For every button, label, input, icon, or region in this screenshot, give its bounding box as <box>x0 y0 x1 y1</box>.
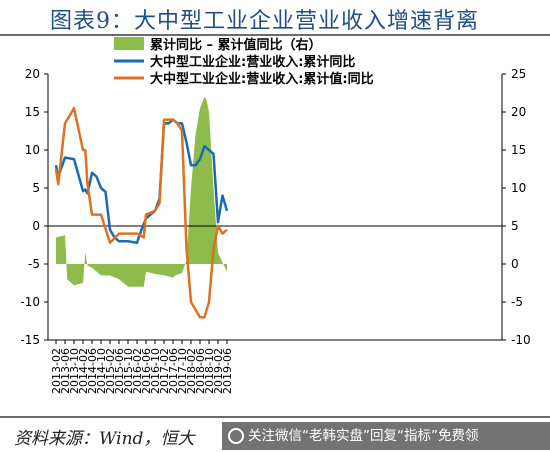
x-tick-label: 2018-10 <box>203 348 216 394</box>
left-tick-label: 15 <box>25 105 40 119</box>
x-tick-label: 2014-06 <box>86 348 99 394</box>
x-tick-label: 2019-06 <box>221 348 234 394</box>
line-series-1 <box>54 118 229 244</box>
right-tick-label: -10 <box>511 333 531 347</box>
legend-label-1: 累计同比 – 累计值同比（右） <box>150 37 322 53</box>
x-tick-label: 2013-10 <box>68 348 81 394</box>
line-series-2 <box>54 106 228 319</box>
watermark-text: 关注微信“老韩实盘”回复“指标”免费领 <box>248 428 479 444</box>
watermark-banner: 关注微信“老韩实盘”回复“指标”免费领 <box>222 422 550 450</box>
x-tick-label: 2018-02 <box>185 348 198 394</box>
source-bar: 资料来源：Wind，恒大 关注微信“老韩实盘”回复“指标”免费领 <box>0 416 550 452</box>
x-tick-label: 2014-02 <box>77 348 90 394</box>
x-tick-label: 2019-02 <box>212 348 225 394</box>
legend-label-2: 大中型工业企业:营业收入:累计同比 <box>150 54 355 70</box>
x-tick-label: 2015-06 <box>113 348 126 394</box>
area-series <box>56 96 227 287</box>
left-tick-label: 10 <box>25 143 40 157</box>
left-tick-label: 0 <box>32 219 40 233</box>
x-tick-label: 2018-06 <box>194 348 207 394</box>
left-tick-label: -10 <box>20 295 40 309</box>
x-tick-label: 2013-06 <box>59 348 72 394</box>
title-bar: 图表9：大中型工业企业营业收入增速背离 <box>0 0 550 36</box>
x-tick-label: 2015-02 <box>104 348 117 394</box>
x-tick-label: 2016-10 <box>149 348 162 394</box>
x-tick-label: 2015-10 <box>122 348 135 394</box>
legend-label-3: 大中型工业企业:营业收入:累计值:同比 <box>150 71 374 87</box>
x-tick-label: 2017-06 <box>167 348 180 394</box>
wechat-icon <box>228 428 244 444</box>
right-tick-label: 5 <box>511 219 519 233</box>
chart: 20151050-5-10-152520151050-5-102013-0220… <box>20 37 531 394</box>
x-tick-label: 2017-10 <box>176 348 189 394</box>
x-tick-label: 2013-02 <box>50 348 63 394</box>
right-tick-label: 10 <box>511 181 526 195</box>
chart-title: 图表9：大中型工业企业营业收入增速背离 <box>50 9 479 34</box>
right-tick-label: 15 <box>511 143 526 157</box>
x-tick-label: 2017-02 <box>158 348 171 394</box>
source-note: 资料来源：Wind，恒大 <box>14 429 195 449</box>
x-tick-label: 2016-02 <box>131 348 144 394</box>
left-tick-label: 5 <box>32 181 40 195</box>
legend-swatch-area <box>114 37 144 50</box>
right-tick-label: -5 <box>511 295 523 309</box>
left-tick-label: 20 <box>25 67 40 81</box>
x-tick-label: 2016-06 <box>140 348 153 394</box>
x-tick-label: 2014-10 <box>95 348 108 394</box>
left-tick-label: -15 <box>20 333 40 347</box>
right-tick-label: 0 <box>511 257 519 271</box>
left-tick-label: -5 <box>28 257 40 271</box>
right-tick-label: 25 <box>511 67 526 81</box>
right-tick-label: 20 <box>511 105 526 119</box>
